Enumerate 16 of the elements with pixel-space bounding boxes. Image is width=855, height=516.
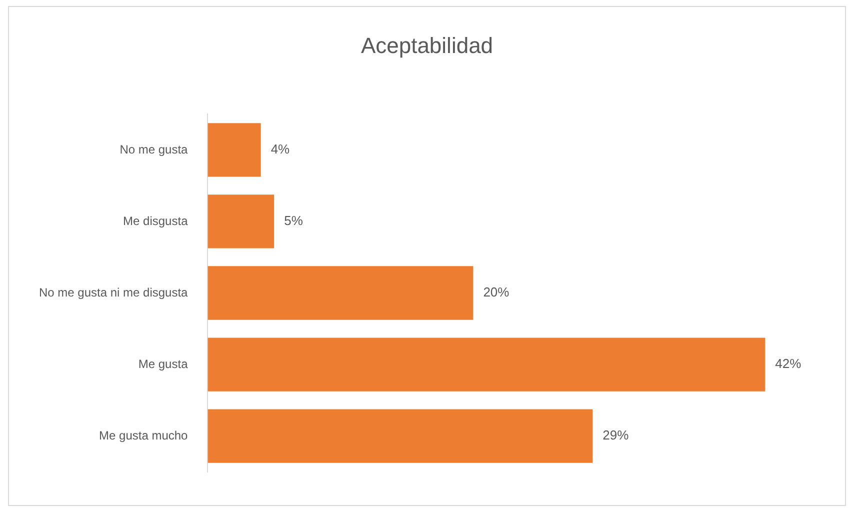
bar <box>208 409 593 463</box>
y-tick-label: Me gusta <box>138 356 188 371</box>
data-label: 5% <box>284 213 304 228</box>
y-tick-label: No me gusta ni me disgusta <box>38 285 188 300</box>
data-label: 29% <box>602 428 630 443</box>
bar <box>208 194 274 248</box>
chart-title: Aceptabilidad <box>360 33 494 59</box>
bar <box>208 266 474 320</box>
data-label: 20% <box>483 284 510 300</box>
bar <box>208 123 261 177</box>
y-tick-label: Me gusta mucho <box>99 428 188 442</box>
y-tick-label: No me gusta <box>120 142 188 156</box>
data-label: 42% <box>775 356 802 372</box>
data-label: 4% <box>270 142 290 157</box>
y-tick-label: Me disgusta <box>123 214 188 228</box>
bar <box>208 338 766 392</box>
